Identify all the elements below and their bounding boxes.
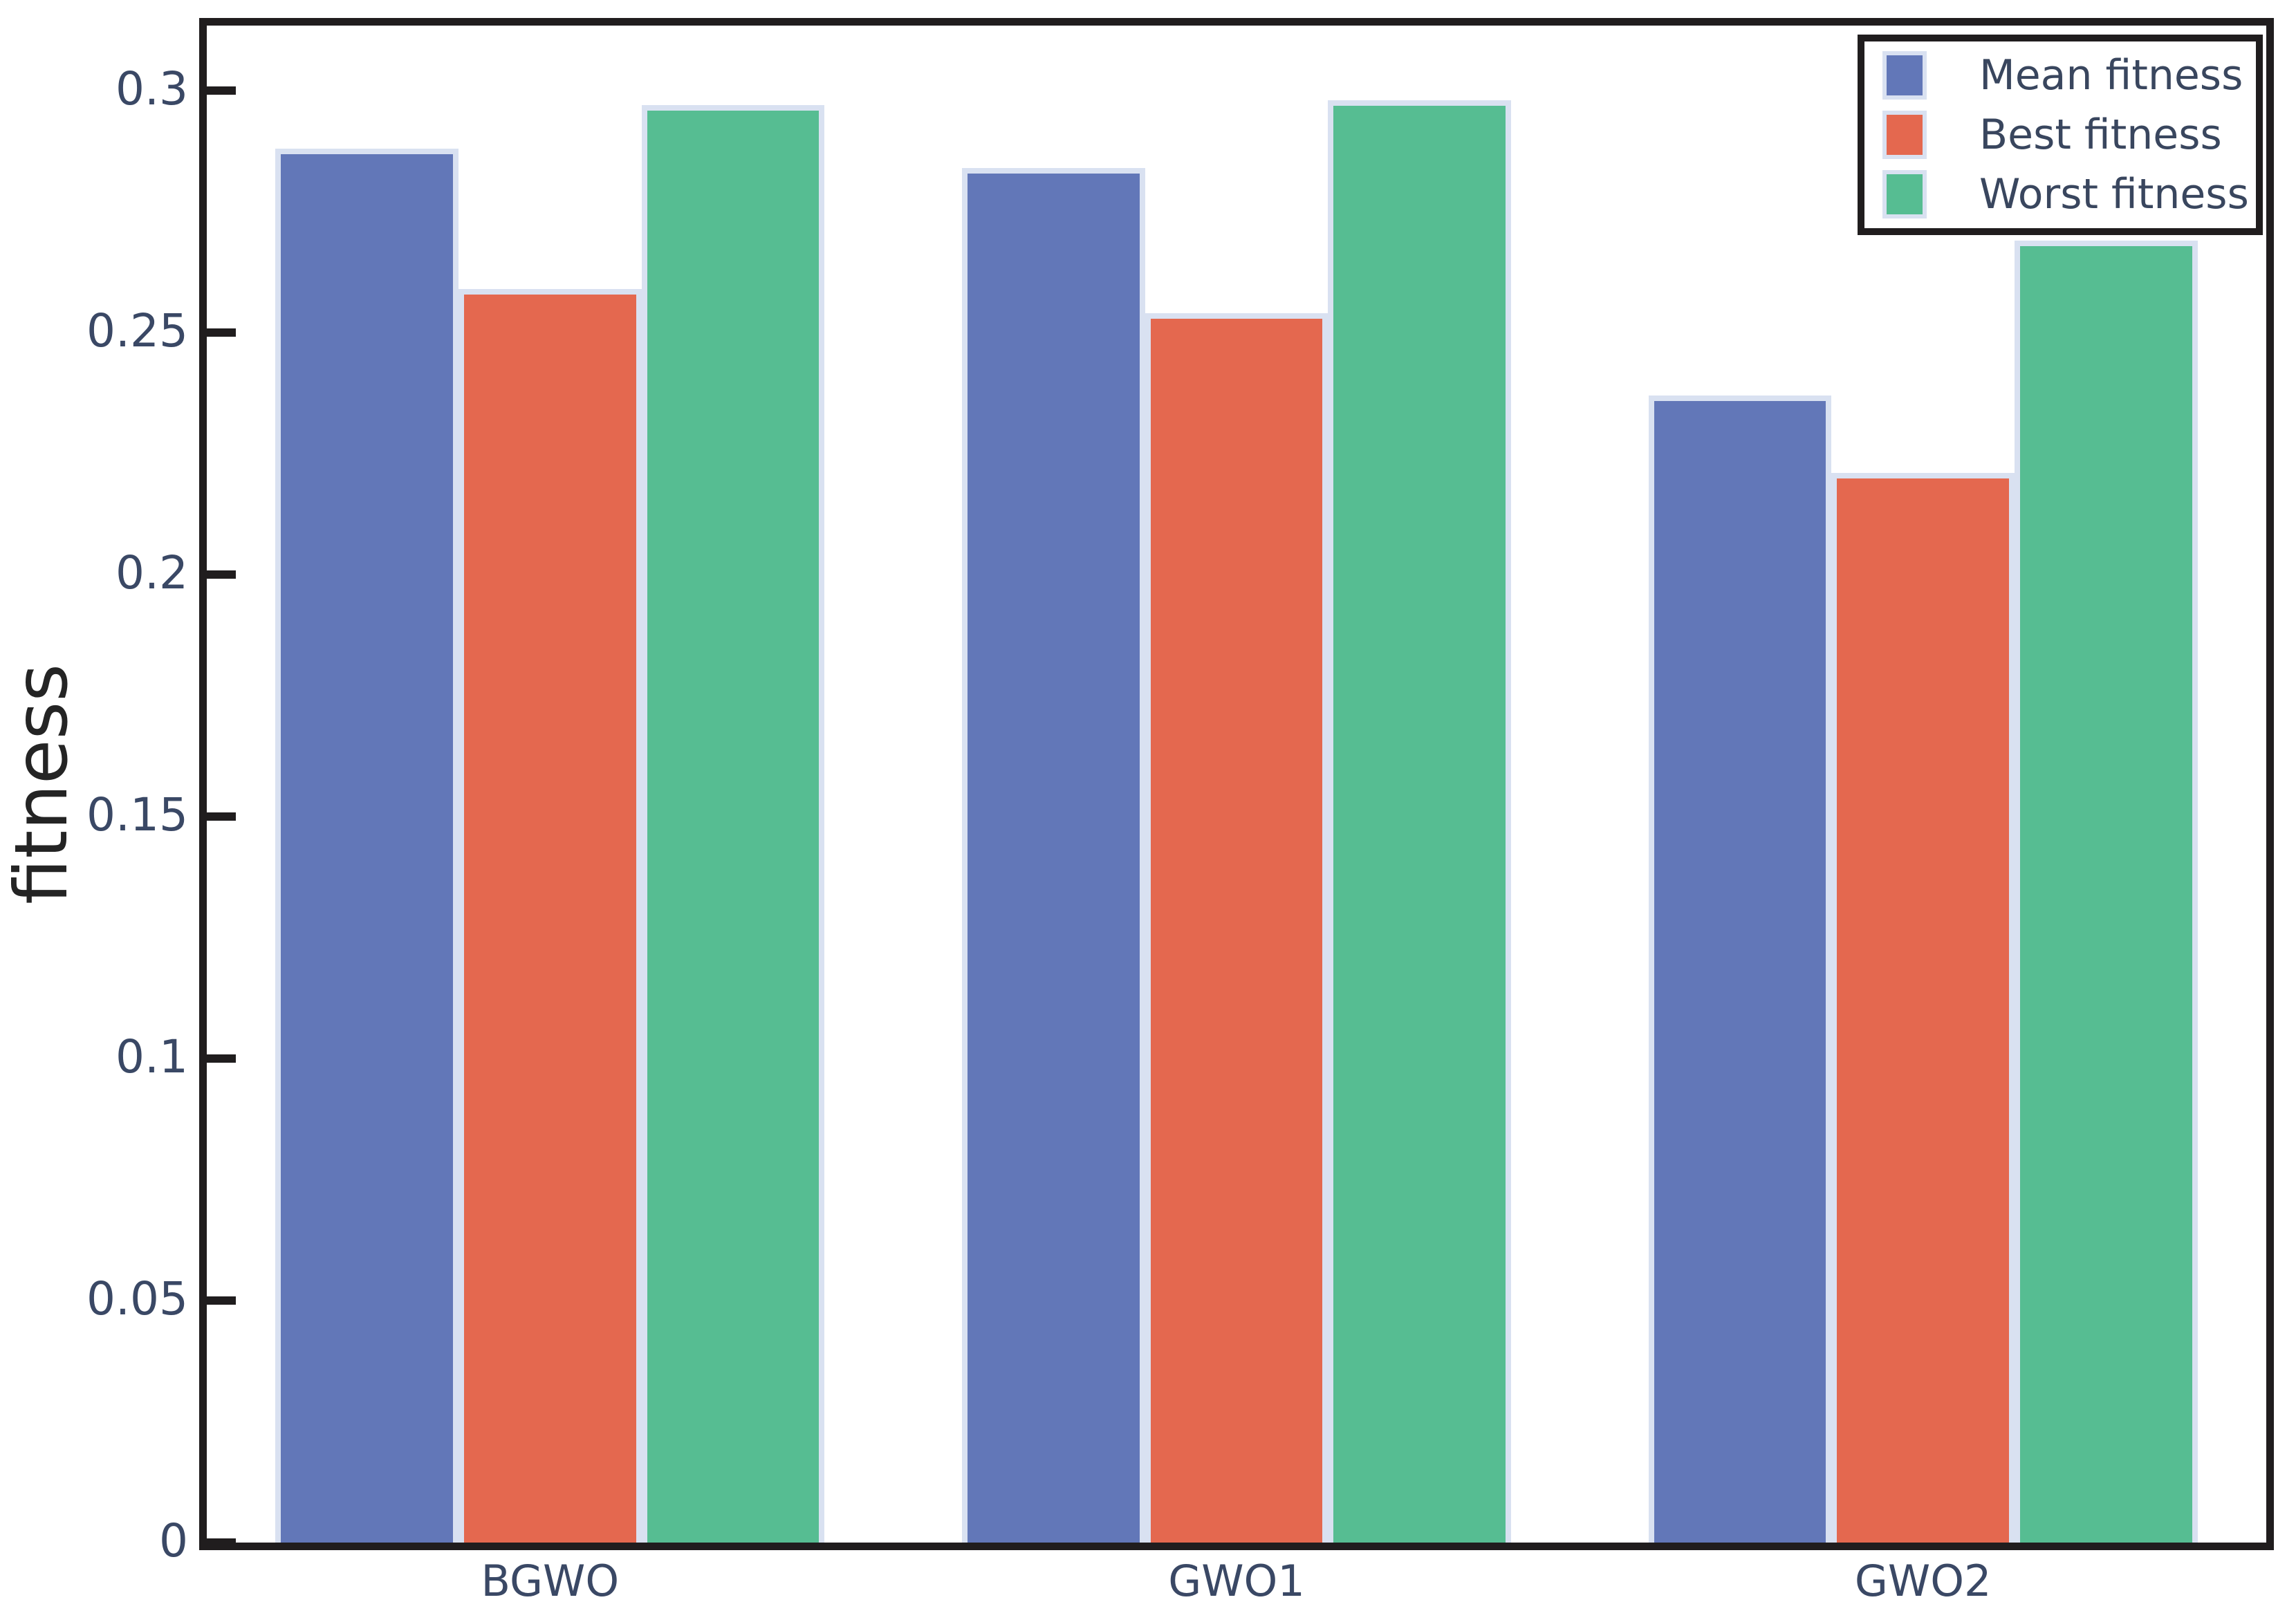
y-tick-label-0.05: 0.05 [86,1272,188,1326]
y-tick-0.05 [207,1296,236,1305]
y-tick-0.3 [207,86,236,95]
legend-item-mean: Mean fitness [1882,46,2256,104]
legend-item-worst: Worst fitness [1882,165,2256,223]
x-tick-label-GWO1: GWO1 [1168,1556,1305,1606]
y-tick-label-0.25: 0.25 [86,304,188,358]
x-tick-label-BGWO: BGWO [481,1556,620,1606]
legend-label-best-fitness: Best fitness [1979,111,2222,159]
y-axis-label: fitness [0,664,84,904]
plot-area [199,18,2274,1550]
plot-inner [207,26,2266,1547]
bar-worst-fitness-GWO2 [2015,241,2198,1543]
y-tick-0.15 [207,812,236,821]
y-tick-label-0.1: 0.1 [115,1030,188,1084]
y-tick-label-0.3: 0.3 [115,62,188,116]
y-tick-label-0.15: 0.15 [86,788,188,842]
legend-item-best: Best fitness [1882,106,2256,164]
y-tick-0.25 [207,328,236,337]
x-tick-label-GWO2: GWO2 [1854,1556,1992,1606]
bar-mean-fitness-GWO1 [961,168,1145,1543]
bar-mean-fitness-BGWO [275,149,459,1543]
legend-swatch-mean-fitness [1882,51,1927,100]
y-tick-0.1 [207,1054,236,1063]
legend-label-mean-fitness: Mean fitness [1979,51,2243,100]
y-tick-label-0.2: 0.2 [115,546,188,600]
bar-best-fitness-BGWO [458,289,642,1543]
legend: Mean fitness Best fitness Worst fitness [1858,35,2263,235]
y-tick-label-0: 0 [159,1514,188,1567]
bar-worst-fitness-GWO1 [1328,100,1512,1543]
bar-best-fitness-GWO1 [1145,313,1328,1543]
legend-label-worst-fitness: Worst fitness [1979,170,2249,218]
bar-worst-fitness-BGWO [641,105,825,1543]
bar-mean-fitness-GWO2 [1648,395,1832,1543]
legend-swatch-worst-fitness [1882,170,1927,218]
y-tick-0 [207,1538,236,1547]
legend-swatch-best-fitness [1882,111,1927,159]
bar-best-fitness-GWO2 [1831,473,2015,1543]
y-tick-0.2 [207,570,236,579]
